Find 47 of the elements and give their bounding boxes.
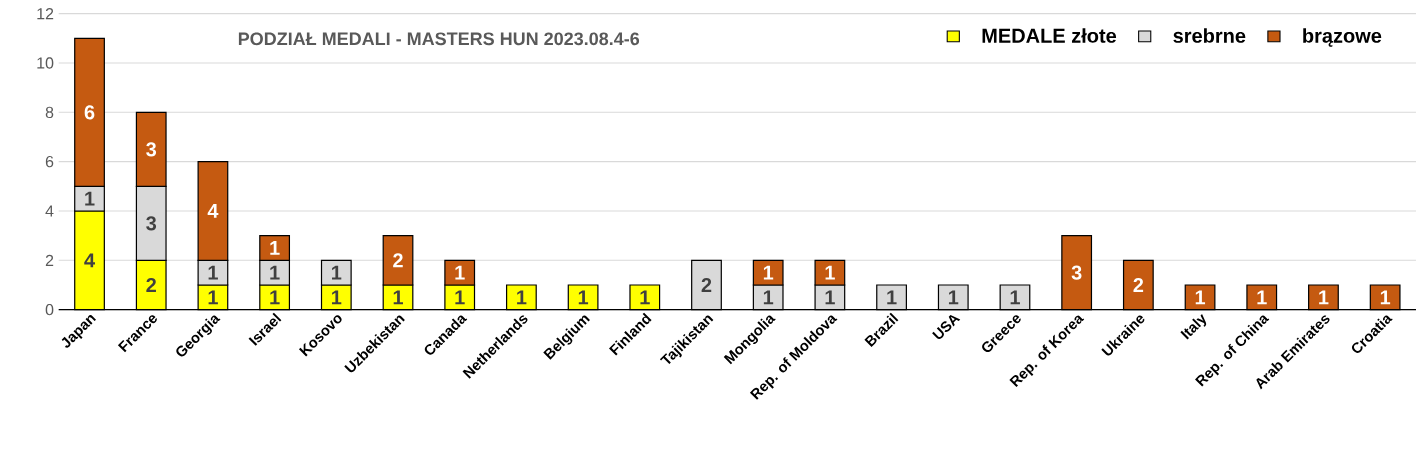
legend-label: MEDALE złote xyxy=(982,28,1117,43)
y-tick-label: 8 xyxy=(45,106,54,118)
data-label: 1 xyxy=(208,265,218,280)
data-label: 1 xyxy=(1380,290,1391,305)
data-label: 4 xyxy=(84,253,95,268)
data-label: 3 xyxy=(146,142,157,157)
text: PODZIAŁ MEDALI - MASTERS HUN 2023.08.4-6 xyxy=(238,32,640,46)
data-label: 1 xyxy=(455,290,465,305)
legend-label: srebrne xyxy=(1173,28,1246,43)
legend-label: brązowe xyxy=(1303,28,1382,47)
data-label: 1 xyxy=(85,191,95,206)
data-label: 1 xyxy=(517,290,527,305)
data-label: 1 xyxy=(640,290,650,305)
y-tick-label: 0 xyxy=(45,303,54,316)
data-label: 1 xyxy=(455,265,465,280)
data-label: 1 xyxy=(270,290,280,305)
data-label: 1 xyxy=(208,290,218,305)
y-tick-label: 2 xyxy=(45,254,54,266)
data-label: 1 xyxy=(825,290,835,305)
y-tick-label: 4 xyxy=(45,205,54,217)
data-label: 3 xyxy=(1071,265,1082,280)
data-label: 1 xyxy=(825,265,835,280)
y-tick-label: 10 xyxy=(37,57,54,69)
data-label: 1 xyxy=(763,290,774,305)
data-label: 1 xyxy=(948,290,959,305)
data-label: 1 xyxy=(270,241,280,255)
data-label: 1 xyxy=(1319,290,1329,305)
data-label: 2 xyxy=(393,253,403,268)
y-tick-label: 6 xyxy=(45,156,54,168)
data-label: 2 xyxy=(146,278,156,292)
y-tick-label: 12 xyxy=(37,8,54,20)
x-tick-label: USA xyxy=(932,314,961,340)
data-label: 1 xyxy=(332,265,342,280)
data-label: 1 xyxy=(1257,290,1267,305)
data-label: 3 xyxy=(146,216,157,231)
data-label: 1 xyxy=(578,290,589,305)
data-label: 4 xyxy=(207,204,219,218)
data-label: 1 xyxy=(332,290,342,305)
data-label: 1 xyxy=(270,265,280,280)
data-label: 6 xyxy=(84,105,95,120)
data-label: 2 xyxy=(701,278,712,292)
data-label: 1 xyxy=(763,265,774,280)
data-label: 1 xyxy=(393,290,404,305)
data-label: 1 xyxy=(1010,290,1020,305)
data-label: 2 xyxy=(1133,278,1144,292)
data-label: 1 xyxy=(1195,290,1206,305)
data-label: 1 xyxy=(887,290,897,305)
